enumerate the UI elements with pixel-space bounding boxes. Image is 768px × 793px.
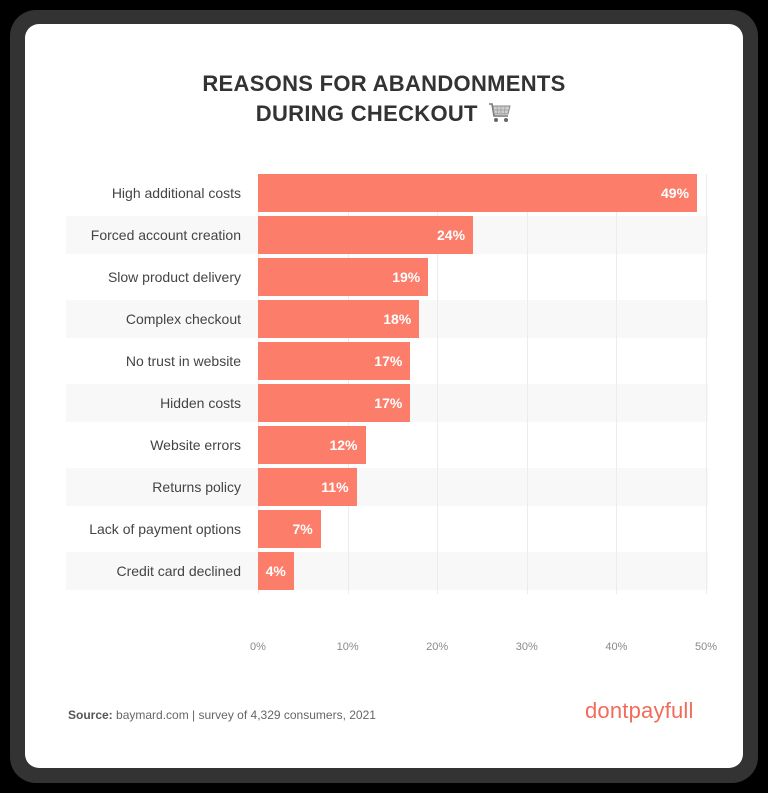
source-label: Source: [68, 708, 113, 722]
bar: 24% [258, 216, 474, 254]
source-text: baymard.com | survey of 4,329 consumers,… [112, 708, 376, 722]
category-label: Slow product delivery [107, 269, 241, 285]
bar-value-label: 24% [437, 227, 466, 243]
chart-title: REASONS FOR ABANDONMENTS DURING CHECKOUT [25, 69, 743, 132]
row-background [66, 552, 708, 590]
bar: 17% [258, 342, 411, 380]
x-tick-label: 0% [250, 641, 266, 653]
brand-logo: dontpayfull [585, 698, 694, 723]
bar: 49% [258, 174, 698, 212]
bar: 12% [258, 426, 366, 464]
bar: 17% [258, 384, 411, 422]
chart-title-line-2: DURING CHECKOUT [255, 101, 478, 126]
bar: 4% [258, 552, 294, 590]
bar: 18% [258, 300, 420, 338]
x-tick-label: 20% [426, 641, 449, 653]
chart-title-line-1: REASONS FOR ABANDONMENTS [202, 71, 566, 96]
category-label: High additional costs [111, 185, 241, 201]
bar-chart: 0% 10% 20% 30% 40% 50% High additional costs 49… [25, 24, 743, 768]
category-label: Website errors [150, 437, 241, 453]
x-tick-label: 40% [605, 641, 628, 653]
category-label: Credit card declined [116, 563, 241, 579]
infographic-card: REASONS FOR ABANDONMENTS DURING CHECKOUT… [25, 24, 743, 768]
category-label: Returns policy [152, 479, 241, 495]
gridline [616, 174, 618, 594]
gridline [526, 174, 528, 594]
gridline [437, 174, 439, 594]
source-note: Source: baymard.com | survey of 4,329 co… [68, 708, 376, 722]
x-tick-label: 50% [694, 641, 718, 653]
x-tick-label: 10% [336, 641, 359, 653]
category-label: Hidden costs [160, 395, 241, 411]
bar-value-label: 12% [329, 437, 358, 453]
bar: 19% [258, 258, 429, 296]
bar-value-label: 11% [321, 479, 349, 495]
category-label: Forced account creation [90, 227, 241, 243]
bar-value-label: 7% [292, 521, 313, 537]
category-label: Complex checkout [125, 311, 241, 327]
bar-value-label: 4% [265, 563, 286, 579]
category-label: No trust in website [125, 353, 241, 369]
x-tick-label: 30% [515, 641, 538, 653]
gridline [706, 174, 707, 594]
bar-value-label: 49% [661, 185, 690, 201]
shopping-cart-icon [488, 102, 512, 132]
bar-value-label: 17% [374, 395, 403, 411]
bar-value-label: 17% [374, 353, 403, 369]
row-background [66, 468, 708, 506]
category-label: Lack of payment options [89, 521, 241, 537]
bar: 11% [258, 468, 357, 506]
bar-value-label: 18% [383, 311, 412, 327]
bar: 7% [258, 510, 321, 548]
bar-value-label: 19% [392, 269, 421, 285]
